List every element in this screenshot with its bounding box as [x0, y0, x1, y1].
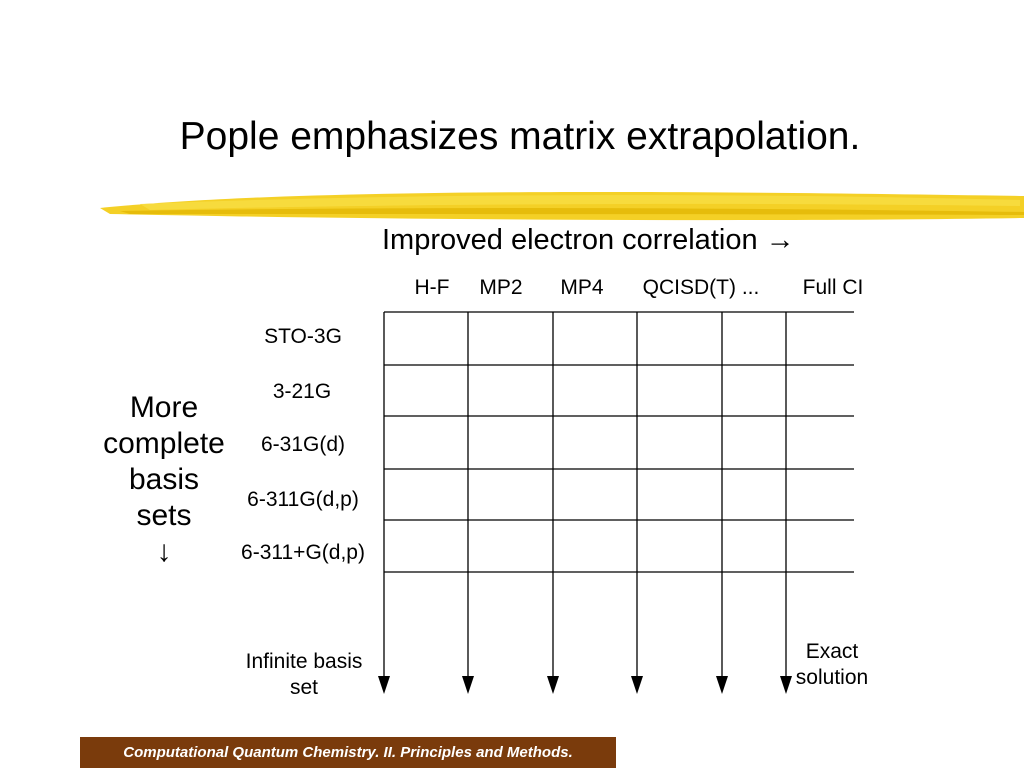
left-axis-label-line: More [129, 391, 199, 424]
arrowhead-icon [547, 676, 559, 694]
arrowhead-icon [631, 676, 643, 694]
exact-solution-label-line: solution [795, 666, 869, 689]
footer-text: Computational Quantum Chemistry. II. Pri… [123, 744, 573, 761]
down-arrow-icon: ↓ [156, 535, 172, 568]
footer-bar: Computational Quantum Chemistry. II. Pri… [80, 737, 616, 768]
basis-label-631gd: 6-31G(d) [260, 433, 346, 456]
arrowhead-icon [378, 676, 390, 694]
left-axis-label-line: complete [103, 427, 225, 460]
arrowhead-icon [462, 676, 474, 694]
left-axis-label: More complete basis sets ↓ [94, 390, 234, 570]
infinite-basis-label: Infinite basis set [226, 649, 382, 701]
exact-solution-label-line: Exact [805, 640, 859, 663]
method-header-mp4: MP4 [560, 276, 604, 299]
basis-label-sto3g: STO-3G [264, 325, 342, 348]
highlighter-stroke [100, 192, 1024, 221]
basis-label-6311gdp: 6-311G(d,p) [247, 488, 359, 511]
slide-title: Pople emphasizes matrix extrapolation. [179, 115, 861, 158]
arrowhead-icon [716, 676, 728, 694]
basis-label-321g: 3-21G [272, 380, 332, 403]
method-header-mp2: MP2 [479, 276, 523, 299]
exact-solution-label: Exact solution [780, 639, 884, 691]
method-header-hf: H-F [414, 276, 450, 299]
arrowhead-icon [780, 676, 792, 694]
method-header-full-ci: Full CI [802, 276, 864, 299]
left-axis-label-line: sets [136, 499, 192, 532]
left-axis-label-line: basis [128, 463, 200, 496]
basis-label-6311plusgdp: 6-311+G(d,p) [241, 541, 365, 564]
top-axis-label: Improved electron correlation → [382, 224, 795, 256]
infinite-basis-label-line: Infinite basis [245, 650, 363, 673]
method-header-qcisdt: QCISD(T) ... [642, 276, 760, 299]
infinite-basis-label-line: set [289, 676, 318, 699]
